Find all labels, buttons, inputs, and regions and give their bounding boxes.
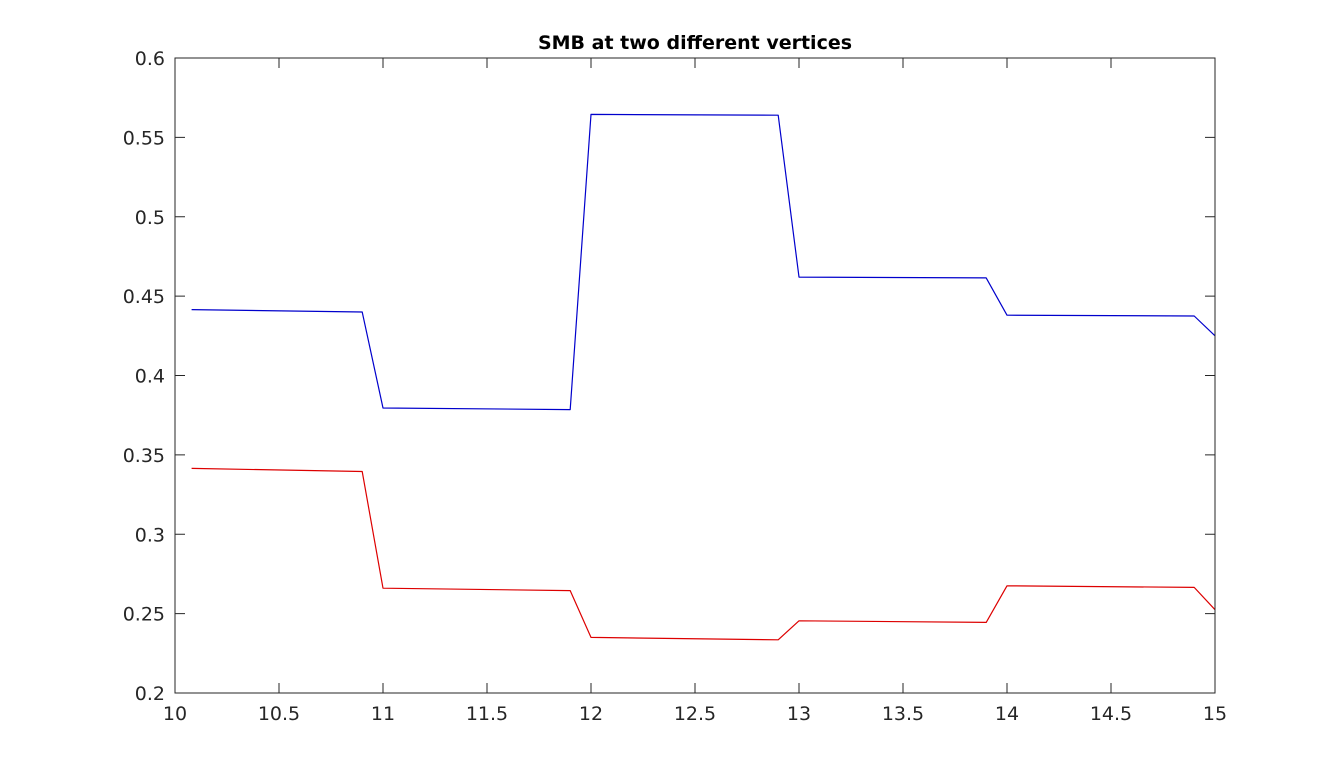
y-tick-label: 0.55 xyxy=(123,127,165,149)
y-tick-label: 0.4 xyxy=(135,366,165,388)
y-tick-label: 0.5 xyxy=(135,207,165,229)
y-tick-label: 0.45 xyxy=(123,286,165,308)
x-tick-label: 12 xyxy=(579,703,603,725)
x-tick-label: 15 xyxy=(1203,703,1227,725)
x-tick-label: 14 xyxy=(995,703,1019,725)
x-tick-label: 11 xyxy=(371,703,395,725)
axes-box xyxy=(174,57,1216,694)
x-tick-label: 10 xyxy=(163,703,187,725)
chart-title: SMB at two different vertices xyxy=(538,32,852,54)
y-tick-label: 0.3 xyxy=(135,524,165,546)
x-tick-label: 10.5 xyxy=(258,703,300,725)
y-tick-label: 0.35 xyxy=(123,445,165,467)
x-tick-label: 13 xyxy=(787,703,811,725)
y-tick-label: 0.2 xyxy=(135,683,165,705)
x-tick-label: 11.5 xyxy=(466,703,508,725)
x-tick-label: 12.5 xyxy=(674,703,716,725)
x-tick-label: 13.5 xyxy=(882,703,924,725)
x-tick-label: 14.5 xyxy=(1090,703,1132,725)
y-tick-label: 0.25 xyxy=(123,604,165,626)
series-group xyxy=(191,113,1216,641)
y-tick-label: 0.6 xyxy=(135,48,165,70)
series-line-2 xyxy=(191,467,1216,641)
axis-ticks: 10 10.5 11 11.5 12 12.5 13 13.5 14 14.5 15 0.2 0.25 0… xyxy=(123,48,1227,725)
series-line-1 xyxy=(191,113,1216,411)
